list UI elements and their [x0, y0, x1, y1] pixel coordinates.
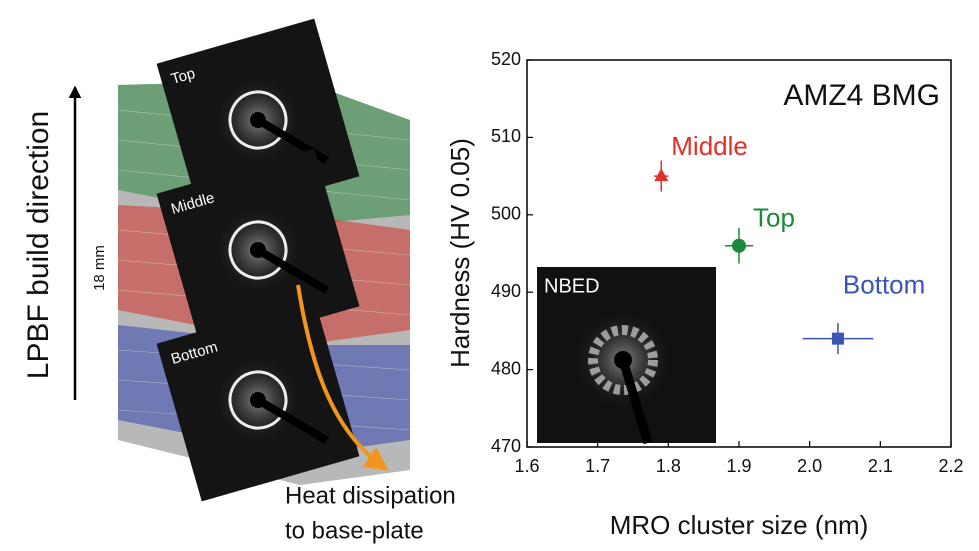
- y-axis-title: Hardness (HV 0.05): [445, 138, 475, 368]
- heat-text: to base-plate: [285, 517, 424, 544]
- x-tick-label: 1.6: [514, 456, 539, 476]
- point: [732, 239, 746, 253]
- heat-text: Heat dissipation: [285, 482, 456, 509]
- x-tick-label: 1.8: [656, 456, 681, 476]
- inset-beamstop: [614, 351, 632, 369]
- x-tick-label: 2.0: [797, 456, 822, 476]
- x-tick-label: 1.7: [585, 456, 610, 476]
- build-direction-label: LPBF build direction: [22, 111, 55, 379]
- y-tick-label: 490: [491, 281, 521, 301]
- x-tick-label: 2.1: [868, 456, 893, 476]
- y-tick-label: 470: [491, 436, 521, 456]
- point: [654, 168, 668, 181]
- left-diagram: LPBF build direction 18 mm TopMiddleBott…: [22, 19, 456, 545]
- y-tick-label: 520: [491, 49, 521, 69]
- height-label: 18 mm: [91, 245, 108, 291]
- point-label: Bottom: [843, 270, 925, 300]
- point-label: Middle: [671, 131, 748, 161]
- point: [832, 333, 844, 345]
- inset-label: NBED: [544, 275, 600, 297]
- y-tick-label: 510: [491, 126, 521, 146]
- x-axis-title: MRO cluster size (nm): [610, 510, 869, 540]
- point-label: Top: [753, 203, 795, 233]
- figure: LPBF build direction 18 mm Top Middle Bott…: [0, 0, 979, 551]
- y-tick-label: 480: [491, 358, 521, 378]
- x-tick-label: 1.9: [726, 456, 751, 476]
- chart: NBED AMZ4 BMG MRO cluster size (nm) Hard…: [445, 49, 964, 540]
- x-tick-label: 2.2: [938, 456, 963, 476]
- y-tick-label: 500: [491, 204, 521, 224]
- chart-title: AMZ4 BMG: [783, 79, 940, 112]
